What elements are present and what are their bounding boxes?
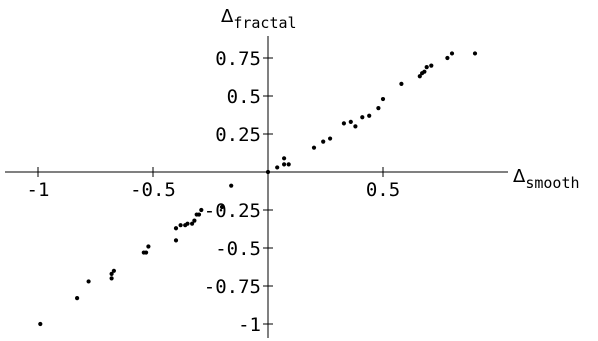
data-point [472, 51, 478, 56]
x-tick-label: -1 [27, 179, 50, 201]
data-point [445, 55, 450, 61]
x-tick-label: 0.5 [366, 179, 400, 201]
y-tick-label: -0.5 [215, 238, 261, 260]
data-point [86, 279, 91, 284]
y-tick-label: -0.25 [204, 200, 261, 222]
data-point [282, 162, 287, 167]
data-point [449, 51, 455, 56]
data-point [376, 106, 381, 111]
data-point [321, 139, 326, 144]
data-point [353, 124, 358, 129]
data-point [380, 96, 386, 102]
data-point [417, 74, 422, 79]
data-point [399, 81, 404, 86]
data-point [229, 183, 234, 188]
x-axis-label: Δsmooth [513, 166, 580, 192]
data-point [348, 119, 353, 124]
data-point [192, 218, 197, 223]
data-point [360, 115, 365, 120]
data-point [75, 296, 80, 301]
y-tick-label: 0.25 [215, 124, 261, 146]
data-point [196, 212, 202, 217]
y-axis-label-symbol: Δ [221, 6, 234, 27]
data-point [265, 169, 271, 175]
y-tick-label: 0.75 [215, 48, 261, 70]
data-point [173, 226, 179, 231]
data-point [178, 223, 183, 228]
data-point [286, 162, 291, 167]
data-point [111, 268, 116, 273]
x-ticks: -1 -0.5 0.5 [27, 167, 400, 201]
x-axis-label-subscript: smooth [525, 174, 579, 192]
y-tick-label: -0.75 [204, 276, 261, 298]
data-point [341, 121, 346, 126]
data-point [173, 238, 179, 243]
data-point [109, 276, 114, 281]
y-ticks: 0.75 0.5 0.25 -0.25 -0.5 -0.75 -1 [204, 48, 273, 336]
data-point [219, 204, 225, 210]
data-point [367, 113, 372, 118]
x-axis-label-symbol: Δ [513, 166, 526, 187]
y-tick-label: -1 [238, 314, 261, 336]
data-point [199, 207, 204, 213]
data-point [282, 156, 287, 161]
data-point [424, 65, 429, 70]
data-points [38, 51, 478, 327]
y-axis-label: Δfractal [221, 6, 297, 32]
data-point [422, 69, 427, 74]
y-tick-label: 0.5 [227, 86, 261, 108]
data-point [144, 250, 149, 255]
data-point [328, 136, 333, 141]
data-point [109, 271, 114, 276]
data-point [311, 145, 317, 150]
y-axis-label-subscript: fractal [233, 14, 296, 32]
data-point [190, 221, 195, 226]
data-point [185, 221, 190, 226]
data-point [275, 165, 280, 170]
data-point [146, 244, 151, 249]
x-tick-label: -0.5 [130, 179, 176, 201]
data-point [38, 321, 43, 327]
data-point [429, 63, 434, 68]
axes [5, 36, 508, 338]
